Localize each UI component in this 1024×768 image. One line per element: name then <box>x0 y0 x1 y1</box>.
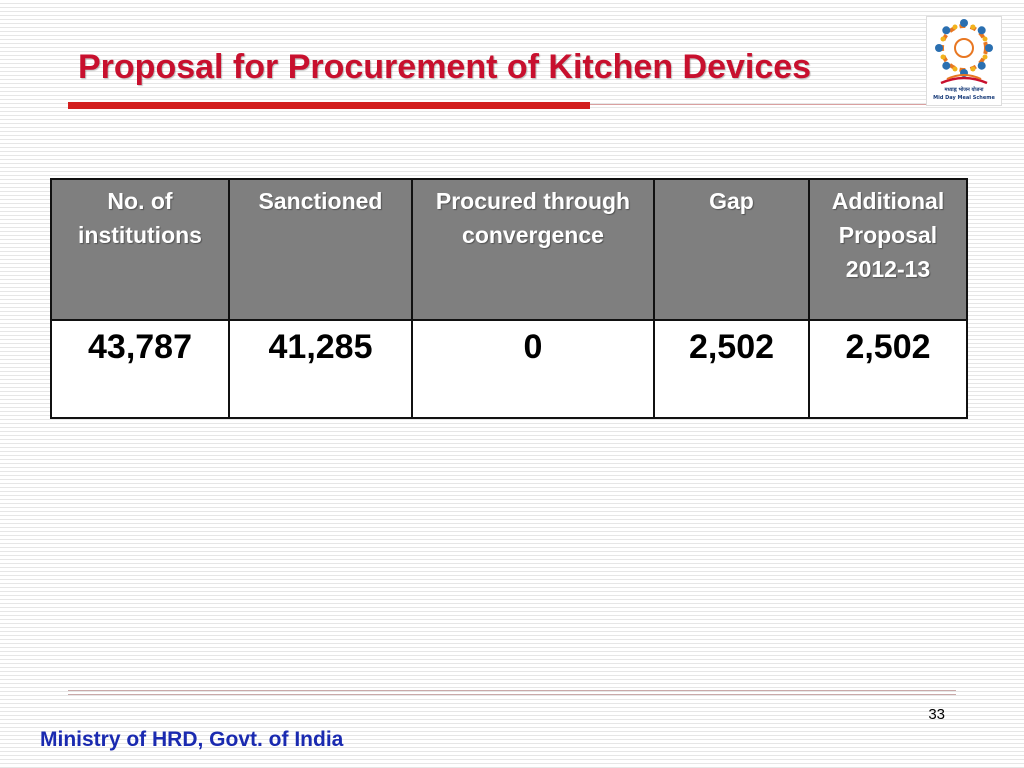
cell-additional-proposal: 2,502 <box>808 319 968 419</box>
slide-title: Proposal for Procurement of Kitchen Devi… <box>78 48 812 86</box>
cell-sanctioned: 41,285 <box>228 319 413 419</box>
title-underline-thin <box>590 104 930 105</box>
logo-emblem-icon <box>935 19 993 85</box>
table-header-row: No. of institutions Sanctioned Procured … <box>50 178 968 321</box>
header-sanctioned: Sanctioned <box>228 178 413 321</box>
footer-ministry-text: Ministry of HRD, Govt. of India <box>40 728 344 751</box>
cell-no-of-institutions: 43,787 <box>50 319 230 419</box>
kitchen-devices-table: No. of institutions Sanctioned Procured … <box>50 178 968 419</box>
mid-day-meal-logo: मध्याह्न भोजन योजना Mid Day Meal Scheme <box>926 16 1002 106</box>
cell-procured-through-convergence: 0 <box>411 319 655 419</box>
header-no-of-institutions: No. of institutions <box>50 178 230 321</box>
header-gap: Gap <box>653 178 810 321</box>
page-number: 33 <box>928 706 945 723</box>
footer-divider-secondary <box>68 694 956 695</box>
footer-divider <box>68 690 956 691</box>
cell-gap: 2,502 <box>653 319 810 419</box>
header-additional-proposal: Additional Proposal 2012-13 <box>808 178 968 321</box>
logo-english-text: Mid Day Meal Scheme <box>933 95 995 101</box>
title-underline <box>68 102 590 109</box>
table-row: 43,787 41,285 0 2,502 2,502 <box>50 319 968 419</box>
header-procured-through-convergence: Procured through convergence <box>411 178 655 321</box>
logo-hindi-text: मध्याह्न भोजन योजना <box>944 87 984 93</box>
